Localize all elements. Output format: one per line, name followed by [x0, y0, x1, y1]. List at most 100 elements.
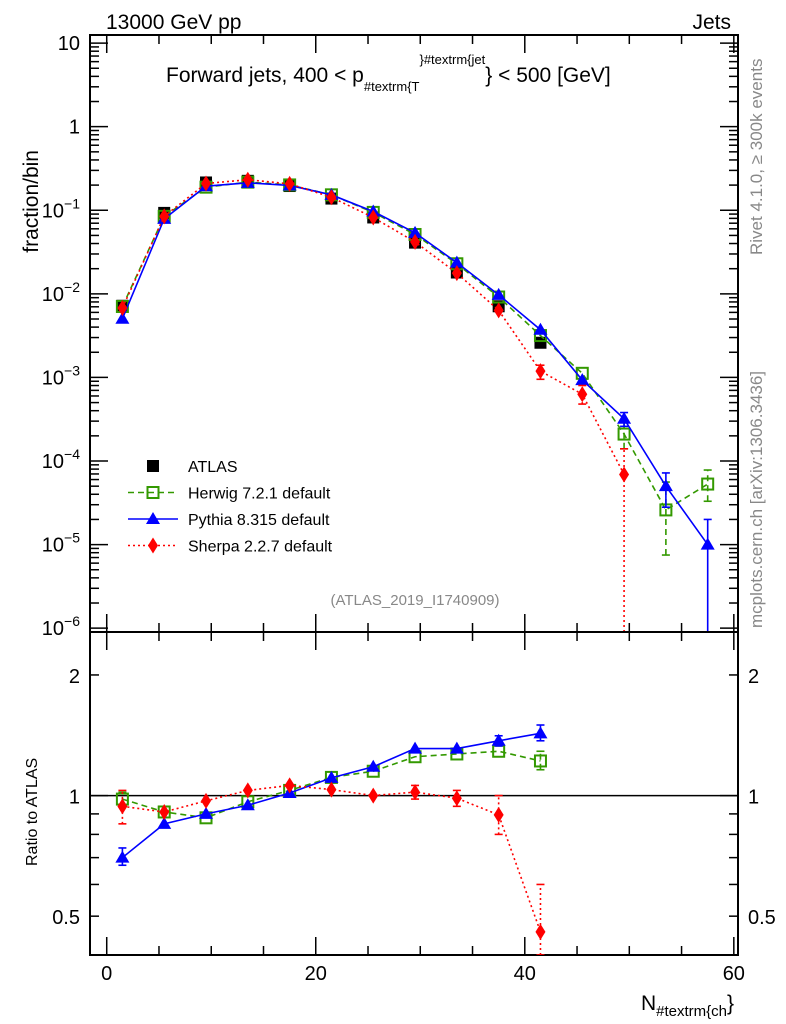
ratio-y-tick-label: 1: [69, 787, 80, 809]
sherpa-marker: [535, 363, 546, 380]
pythia-marker: [157, 816, 172, 829]
process-label: Jets: [692, 11, 731, 34]
plot-frame: [89, 631, 739, 956]
y-tick-label: 10: [58, 33, 80, 55]
pythia-marker: [324, 770, 339, 783]
pythia-marker: [115, 311, 130, 324]
y-tick-base: 10: [42, 200, 64, 222]
ratio-y-axis-label: Ratio to ATLAS: [24, 758, 41, 866]
y-tick-exponent: −6: [64, 613, 80, 629]
y-tick-label: 10−1: [42, 195, 80, 222]
y-tick-label: 10−4: [42, 446, 80, 473]
pythia-marker: [199, 806, 214, 819]
pythia-marker: [449, 741, 464, 754]
pythia-marker: [533, 726, 548, 739]
pythia-marker: [700, 537, 715, 550]
y-tick-exponent: −5: [64, 530, 80, 546]
title-main: Forward jets, 400 < p: [166, 64, 364, 87]
x-tick-label: 0: [101, 963, 112, 985]
pythia-marker: [146, 512, 160, 524]
sherpa-marker: [242, 782, 253, 799]
pythia-marker: [240, 798, 255, 811]
y-tick-base: 10: [42, 284, 64, 306]
sherpa-marker: [117, 300, 128, 317]
legend-label: Sherpa 2.2.7 default: [188, 539, 333, 556]
y-tick-exponent: −1: [64, 195, 80, 211]
legend-item-atlas: ATLAS: [147, 459, 238, 476]
y-tick-base: 10: [42, 367, 64, 389]
sherpa-marker: [117, 798, 128, 815]
sherpa-marker: [493, 806, 504, 823]
sherpa-marker: [493, 302, 504, 319]
ratio-panel: 2 2 1 1 0.5 0.5 0 20 40 60: [52, 631, 776, 985]
sherpa-marker: [368, 787, 379, 804]
y-tick-label: 10−6: [42, 613, 80, 640]
y-tick-exponent: −2: [64, 279, 80, 295]
sherpa-marker: [284, 777, 295, 794]
y-tick-base: 10: [42, 451, 64, 473]
ratio-y-tick-label-right: 1: [748, 787, 759, 809]
legend-label: Pythia 8.315 default: [188, 512, 330, 529]
x-tick-label: 20: [305, 963, 327, 985]
ratio-y-tick-label-right: 2: [748, 666, 759, 688]
y-axis-label: fraction/bin: [20, 150, 43, 253]
title-sup: }#textrm{jet: [419, 52, 485, 67]
xlabel-tail: }: [727, 992, 734, 1015]
herwig-marker: [617, 427, 631, 441]
pythia-marker: [533, 322, 548, 335]
sherpa-marker: [368, 209, 379, 226]
series-group: [115, 724, 548, 955]
y-tick-exponent: −4: [64, 446, 80, 462]
pythia-marker: [491, 733, 506, 746]
legend-label: ATLAS: [188, 459, 238, 476]
pythia-marker: [115, 850, 130, 863]
title-tail: } < 500 [GeV]: [485, 64, 611, 87]
y-tick-label: 10−3: [42, 362, 80, 389]
rivet-label: Rivet 4.1.0, ≥ 300k events: [747, 59, 766, 255]
y-tick-base: 10: [42, 535, 64, 557]
pythia-marker: [617, 411, 632, 424]
herwig-line: [122, 750, 541, 819]
sherpa-marker: [410, 784, 421, 801]
atlas-marker: [534, 336, 547, 349]
xlabel-main: N: [641, 992, 656, 1015]
sherpa-marker: [201, 175, 212, 192]
x-tick-label: 60: [723, 963, 745, 985]
sherpa-marker: [242, 171, 253, 188]
ratio-y-tick-label-right: 0.5: [748, 907, 776, 929]
sherpa-marker: [619, 466, 630, 483]
legend-item-herwig: Herwig 7.2.1 default: [128, 486, 331, 503]
pythia-marker: [575, 373, 590, 386]
sherpa-marker: [535, 923, 546, 940]
legend-item-pythia: Pythia 8.315 default: [128, 512, 330, 529]
sherpa-marker: [159, 208, 170, 225]
y-tick-base: 1: [69, 117, 80, 139]
x-axis-label: N#textrm{ch}: [641, 992, 734, 1020]
sherpa-marker: [284, 175, 295, 192]
sherpa-marker: [326, 189, 337, 206]
herwig-marker: [146, 486, 160, 499]
series-group: [115, 171, 715, 632]
pythia-marker: [408, 225, 423, 238]
sherpa-marker: [410, 233, 421, 250]
sherpa-marker: [201, 792, 212, 809]
analysis-id: (ATLAS_2019_I1740909): [330, 592, 499, 609]
sherpa-marker: [148, 537, 158, 554]
legend: ATLAS Herwig 7.2.1 default Pythia 8.315 de…: [128, 459, 333, 556]
sherpa-marker: [577, 386, 588, 403]
y-tick-label: 1: [69, 117, 80, 139]
sherpa-marker: [326, 781, 337, 798]
sherpa-line: [122, 784, 542, 933]
pythia-marker: [658, 479, 673, 492]
atlas-marker: [147, 460, 159, 472]
herwig-marker: [701, 477, 715, 491]
legend-item-sherpa: Sherpa 2.2.7 default: [128, 537, 333, 556]
y-tick-base: 10: [42, 618, 64, 640]
pythia-marker: [449, 255, 464, 268]
mcplots-label: mcplots.cern.ch [arXiv:1306.3436]: [747, 371, 766, 628]
xlabel-sub: #textrm{ch: [656, 1003, 727, 1020]
herwig-marker: [533, 754, 547, 768]
pythia-marker: [366, 759, 381, 772]
y-tick-base: 10: [58, 33, 80, 55]
